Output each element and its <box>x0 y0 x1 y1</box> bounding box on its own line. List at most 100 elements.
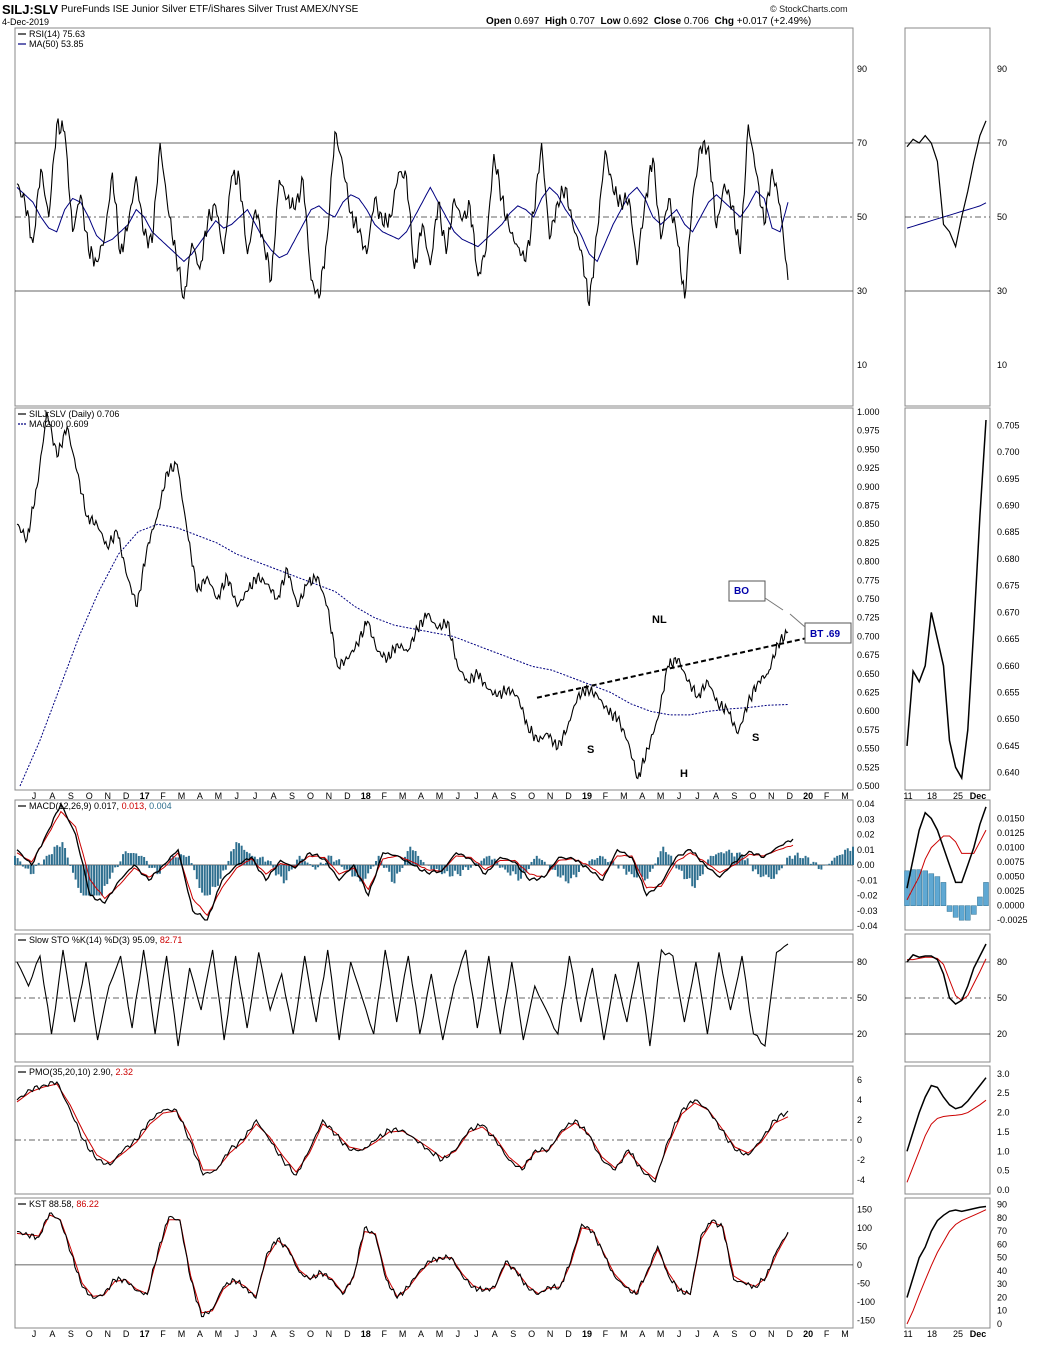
kst-side-ytick-label: 50 <box>997 1253 1007 1263</box>
price-xtick-label: A <box>492 791 498 801</box>
stockcharts-credit: © StockCharts.com <box>770 4 848 14</box>
rsi-side-ma <box>906 202 987 229</box>
rsi-ytick-label: 50 <box>857 212 867 222</box>
price-ytick-label: 0.950 <box>857 444 880 454</box>
price-side-frame <box>904 407 991 791</box>
pmo-side-ytick-label: 0.0 <box>997 1185 1010 1195</box>
left-shoulder-label: S <box>587 744 594 756</box>
kst-xtick-label: A <box>197 1329 203 1339</box>
kst-side-ytick-label: 80 <box>997 1213 1007 1223</box>
price-xtick-label: D <box>344 791 351 801</box>
pmo-ytick-label: 2 <box>857 1115 862 1125</box>
macd-side-ytick-label: -0.0025 <box>997 915 1028 925</box>
price-ytick-label: 0.700 <box>857 631 880 641</box>
price-xtick-label: A <box>713 791 719 801</box>
macd-side-hist-bar <box>952 905 959 918</box>
pmo-side-frame <box>904 1065 991 1195</box>
high-label: High <box>544 16 568 27</box>
macd-side-hist-bar <box>940 882 947 906</box>
rsi-legend-label: MA(50) 53.85 <box>29 39 84 49</box>
kst-xtick-label: M <box>841 1329 849 1339</box>
price-side-ytick-label: 0.655 <box>997 688 1020 698</box>
price-side-ytick-label: 0.675 <box>997 581 1020 591</box>
macd-ytick-label: -0.02 <box>857 891 878 901</box>
high-value: 0.707 <box>569 16 595 27</box>
price-xtick-label: O <box>86 791 93 801</box>
price-line <box>16 411 789 780</box>
price-ytick-label: 0.500 <box>857 781 880 791</box>
price-xtick-label: F <box>381 791 387 801</box>
macd-side-hist-bar <box>977 896 983 906</box>
macd-side-hist-bar <box>965 905 971 921</box>
kst-side-signal <box>906 1209 987 1325</box>
price-side-ytick-label: 0.685 <box>997 527 1020 537</box>
price-panel: 1.000 0.975 0.950 0.925 0.900 0.875 0.850 0.825… <box>14 407 1020 801</box>
price-xtick-label: D <box>786 791 793 801</box>
price-xtick-label: D <box>123 791 130 801</box>
kst-xtick-label: M <box>178 1329 186 1339</box>
rsi-side-line <box>906 120 987 249</box>
legend-signal-value: 0.013, <box>119 801 147 811</box>
pmo-side-ytick-label: 1.5 <box>997 1127 1010 1137</box>
sto-frame <box>14 933 854 1063</box>
neckline <box>536 632 829 699</box>
price-xtick-label: M <box>841 791 849 801</box>
kst-side-line <box>906 1205 987 1298</box>
open-label: Open <box>486 16 512 27</box>
rsi-line <box>16 118 789 306</box>
kst-legend-label: KST 88.58, 86.22 <box>29 1199 99 1209</box>
price-ytick-label: 0.975 <box>857 426 880 436</box>
price-xtick-label: A <box>639 791 645 801</box>
price-xtick-label: F <box>824 791 830 801</box>
price-xtick-label: 19 <box>582 791 592 801</box>
price-ytick-label: 0.675 <box>857 650 880 660</box>
legend-signal-value: 82.71 <box>157 935 182 945</box>
price-xtick-label: A <box>271 791 277 801</box>
price-ytick-label: 1.000 <box>857 407 880 417</box>
kst-frame <box>14 1197 854 1329</box>
pmo-side-ytick-label: 2.0 <box>997 1108 1010 1118</box>
price-ytick-label: 0.850 <box>857 519 880 529</box>
price-xtick-label: J <box>677 791 682 801</box>
ma200-line <box>19 523 789 787</box>
macd-side-hist-bar <box>928 873 935 906</box>
price-xtick-label: F <box>603 791 609 801</box>
macd-side-hist-bar <box>983 882 989 906</box>
head-label: H <box>680 768 688 780</box>
kst-xtick-label: A <box>713 1329 719 1339</box>
kst-line <box>16 1212 789 1318</box>
rsi-legend-label: RSI(14) 75.63 <box>29 29 85 39</box>
price-xtick-label: O <box>749 791 756 801</box>
kst-xtick-label: 20 <box>803 1329 813 1339</box>
kst-xtick-label: F <box>160 1329 166 1339</box>
sto-side-k <box>906 943 987 1005</box>
price-side-ytick-label: 0.645 <box>997 741 1020 751</box>
price-xtick-label: A <box>418 791 424 801</box>
price-ytick-label: 0.525 <box>857 762 880 772</box>
kst-xtick-label: J <box>235 1329 240 1339</box>
price-xtick-label: S <box>510 791 516 801</box>
price-xtick-label: A <box>197 791 203 801</box>
rsi-side-ytick-label: 50 <box>997 212 1007 222</box>
kst-side-ytick-label: 10 <box>997 1306 1007 1316</box>
price-ytick-label: 0.725 <box>857 613 880 623</box>
price-xtick-label: S <box>731 791 737 801</box>
price-side-xtick-label: Dec <box>970 791 987 801</box>
sto-legend-label: Slow STO %K(14) %D(3) 95.09, 82.71 <box>29 935 182 945</box>
close-label: Close <box>653 16 682 27</box>
price-side-line <box>906 419 987 781</box>
kst-xtick-label: A <box>639 1329 645 1339</box>
kst-xtick-label: F <box>824 1329 830 1339</box>
rsi-ytick-label: 30 <box>857 286 867 296</box>
pmo-side-ytick-label: 3.0 <box>997 1069 1010 1079</box>
kst-xtick-label: J <box>253 1329 258 1339</box>
pmo-side-ytick-label: 1.0 <box>997 1146 1010 1156</box>
kst-xtick-label: M <box>399 1329 407 1339</box>
macd-side-ytick-label: 0.0050 <box>997 872 1025 882</box>
security-name: PureFunds ISE Junior Silver ETF/iShares … <box>61 4 359 15</box>
pmo-panel: 6 4 2 0 -2 -4 PMO(35,20,10) 2.90, 2.32 3.0 2.5 2.… <box>14 1065 1010 1195</box>
price-ytick-label: 0.825 <box>857 538 880 548</box>
macd-side-ytick-label: 0.0025 <box>997 886 1025 896</box>
kst-ytick-label: 0 <box>857 1260 862 1270</box>
